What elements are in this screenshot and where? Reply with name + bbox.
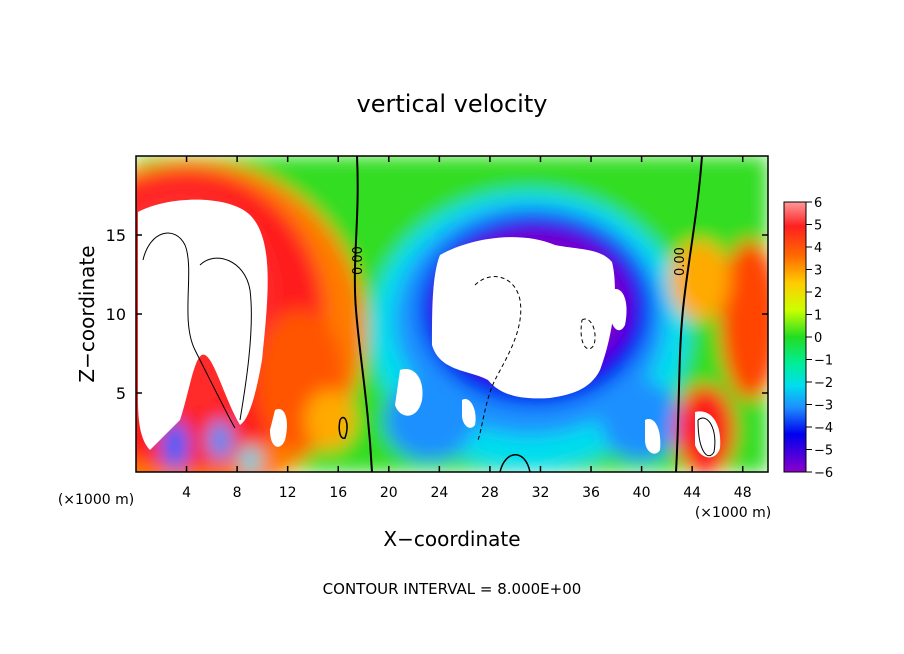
- y-unit-label: (×1000 m): [58, 492, 134, 508]
- contour-line: [474, 276, 522, 441]
- x-axis: 4 8 12 16 20 24 28 32 36 40 44 48: [182, 156, 752, 501]
- saturated-positive-region: [138, 199, 268, 450]
- contour-label: 0.00: [673, 247, 688, 276]
- contour-line: [199, 257, 252, 421]
- x-tick-label: 24: [430, 485, 448, 501]
- contour-label: 0.00: [351, 246, 366, 275]
- cold-region: [208, 420, 232, 460]
- y-tick-label: 15: [106, 226, 126, 245]
- warm-region: [305, 390, 355, 450]
- x-tick-label: 20: [380, 485, 398, 501]
- x-tick-label: 28: [481, 485, 499, 501]
- colorbar-tick-label: −1: [814, 354, 833, 369]
- colorbar-tick-label: −3: [814, 399, 833, 414]
- contour-interval-note: CONTOUR INTERVAL = 8.000E+00: [323, 580, 582, 598]
- saturated-positive-region: [270, 409, 287, 447]
- x-tick-label: 16: [329, 485, 347, 501]
- x-tick-label: 32: [532, 485, 550, 501]
- colorbar-tick-label: 3: [814, 264, 822, 279]
- x-tick-label: 48: [734, 485, 752, 501]
- colorbar-gradient: [783, 201, 807, 473]
- contour-line: [499, 454, 531, 472]
- saturated-negative-region: [610, 289, 627, 331]
- cold-region: [161, 420, 189, 470]
- x-tick-label: 44: [683, 485, 701, 501]
- zero-contour-line: [353, 156, 373, 472]
- colorbar-tick-label: 1: [814, 309, 822, 324]
- x-tick-label: 8: [233, 485, 242, 501]
- colorbar-tick-label: 4: [814, 241, 822, 256]
- saturated-negative-region: [432, 237, 615, 399]
- y-axis-label: Z−coordinate: [75, 245, 99, 382]
- colorbar-tick-label: 6: [814, 196, 822, 211]
- saturated-negative-region: [462, 399, 476, 428]
- colorbar-tick-label: −6: [814, 466, 833, 481]
- contour-line: [142, 232, 236, 429]
- colorbar-tick-label: −5: [814, 444, 833, 459]
- colorbar-tick-label: 5: [814, 219, 822, 234]
- colorbar-tick-label: −2: [814, 376, 833, 391]
- colorbar: 6 5 4 3 2 1 0 −1 −2 −3 −4 −5 −6: [783, 196, 833, 481]
- warm-region: [720, 240, 768, 400]
- zero-contour-line: [675, 156, 703, 472]
- saturated-negative-region: [645, 419, 661, 454]
- x-axis-label: X−coordinate: [383, 527, 520, 551]
- contour-line: [580, 318, 596, 350]
- contour-line: [338, 416, 348, 439]
- y-tick-label: 5: [116, 384, 126, 403]
- y-axis: 5 10 15: [106, 226, 768, 403]
- chart-title: vertical velocity: [357, 90, 548, 118]
- saturated-negative-region: [395, 369, 423, 416]
- colorbar-tick-label: 0: [814, 331, 822, 346]
- heatmap-field: [136, 156, 768, 472]
- colorbar-tick-label: −4: [814, 421, 833, 436]
- y-tick-label: 10: [106, 305, 126, 324]
- x-tick-label: 4: [182, 485, 191, 501]
- x-tick-label: 36: [582, 485, 600, 501]
- x-tick-label: 12: [279, 485, 297, 501]
- contour-line: [697, 417, 716, 457]
- x-tick-label: 40: [633, 485, 651, 501]
- x-unit-label: (×1000 m): [695, 505, 771, 521]
- cold-region: [240, 445, 260, 472]
- colorbar-tick-label: 2: [814, 286, 822, 301]
- cold-region: [600, 380, 680, 460]
